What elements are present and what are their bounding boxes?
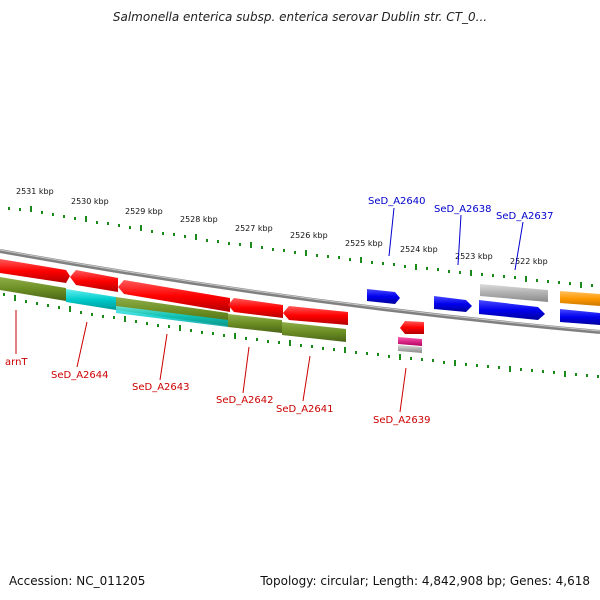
- gene-arrow: [0, 259, 70, 283]
- gene-arrow: [367, 289, 400, 304]
- forward-strand-genes: [367, 284, 600, 353]
- genome-backbone: [0, 249, 600, 334]
- gene-arrow: [400, 321, 424, 334]
- scale-label: 2530 kbp: [71, 197, 109, 206]
- gene-label-sed-a2643[interactable]: SeD_A2643: [132, 382, 190, 393]
- gene-block: [116, 306, 228, 327]
- inner-track-genes: [0, 277, 346, 342]
- gene-label-sed-a2638[interactable]: SeD_A2638: [434, 204, 492, 215]
- label-leaders-red: [15, 310, 407, 413]
- scale-label: 2529 kbp: [125, 207, 163, 216]
- gene-block: [398, 345, 422, 353]
- scale-label: 2525 kbp: [345, 239, 383, 248]
- gene-arrow: [434, 296, 472, 312]
- label-leaders-blue: [388, 207, 524, 271]
- gene-label-sed-a2642[interactable]: SeD_A2642: [216, 395, 274, 406]
- scale-label: 2527 kbp: [235, 224, 273, 233]
- reverse-strand-genes: [0, 259, 424, 334]
- gene-label-sed-a2637[interactable]: SeD_A2637: [496, 211, 554, 222]
- accession-text: Accession: NC_011205: [9, 574, 146, 588]
- scale-label: 2524 kbp: [400, 245, 438, 254]
- scale-label: 2523 kbp: [455, 252, 493, 261]
- scale-track-upper: [8, 206, 593, 288]
- gene-arrow: [228, 298, 283, 318]
- gene-label-sed-a2641[interactable]: SeD_A2641: [276, 404, 334, 415]
- map-title: Salmonella enterica subsp. enterica sero…: [112, 10, 488, 24]
- gene-arrow: [283, 306, 348, 325]
- gene-block: [0, 277, 66, 301]
- scale-labels: 2531 kbp 2530 kbp 2529 kbp 2528 kbp 2527…: [16, 187, 548, 266]
- scale-track-lower: [3, 293, 599, 378]
- gene-label-sed-a2640[interactable]: SeD_A2640: [368, 196, 426, 207]
- scale-label: 2531 kbp: [16, 187, 54, 196]
- gene-block: [66, 289, 116, 310]
- scale-label: 2528 kbp: [180, 215, 218, 224]
- gene-arrow: [70, 270, 118, 292]
- gene-arrow: [118, 280, 230, 312]
- gene-block: [560, 291, 600, 306]
- gene-arrow: [560, 309, 600, 325]
- gene-label-sed-a2644[interactable]: SeD_A2644: [51, 370, 109, 381]
- genome-summary-text: Topology: circular; Length: 4,842,908 bp…: [260, 574, 590, 588]
- gene-block: [480, 284, 548, 302]
- gene-block: [282, 322, 346, 342]
- gene-label-sed-a2639[interactable]: SeD_A2639: [373, 415, 431, 426]
- gene-block: [398, 337, 422, 346]
- scale-label: 2526 kbp: [290, 231, 328, 240]
- gene-arrow: [479, 300, 545, 320]
- gene-block: [228, 314, 282, 333]
- scale-label: 2522 kbp: [510, 257, 548, 266]
- gene-label-arnT[interactable]: arnT: [5, 357, 28, 368]
